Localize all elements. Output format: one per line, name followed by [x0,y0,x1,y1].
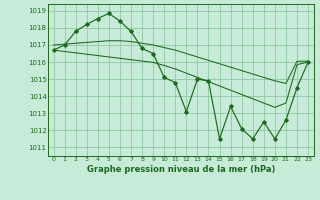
X-axis label: Graphe pression niveau de la mer (hPa): Graphe pression niveau de la mer (hPa) [87,165,275,174]
